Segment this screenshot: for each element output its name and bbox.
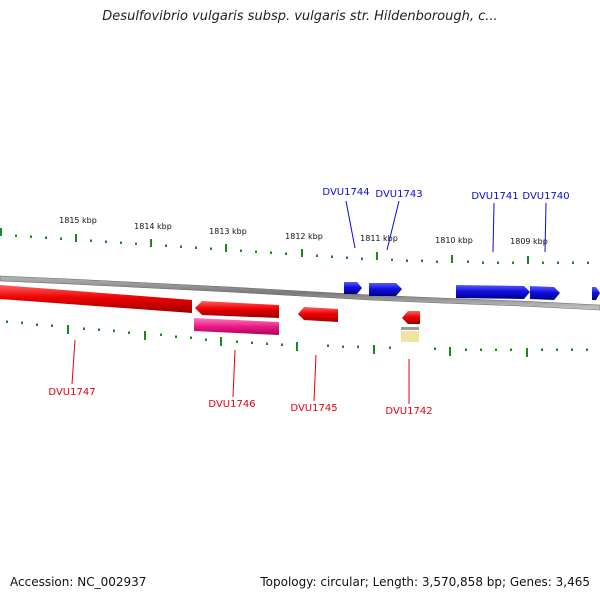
gene-dvu1746-arrow[interactable] [195, 301, 279, 318]
kbp-label: 1812 kbp [285, 232, 323, 241]
lower-scale-ring [6, 320, 588, 357]
gene-label-dvu1742[interactable]: DVU1742 [385, 406, 432, 417]
gene-dvu1744-arrow[interactable] [344, 282, 362, 294]
accession-text: Accession: NC_002937 [10, 575, 147, 589]
kbp-label: 1809 kbp [510, 237, 548, 246]
kbp-label: 1811 kbp [360, 234, 398, 243]
kbp-label: 1810 kbp [435, 236, 473, 245]
gene-dvu1741-arrow[interactable] [456, 285, 530, 299]
upper-major-ticks [0, 228, 529, 264]
misc-feature-grey[interactable] [401, 327, 419, 330]
gene-label-dvu1746[interactable]: DVU1746 [208, 399, 255, 410]
forward-gene-labels[interactable]: DVU1744 DVU1743 DVU1741 DVU1740 [322, 187, 569, 202]
gene-dvu1747-arrow[interactable] [0, 285, 192, 313]
upper-minor-ticks [15, 234, 589, 264]
rna-feature[interactable] [194, 318, 279, 335]
lower-minor-ticks [6, 320, 588, 351]
gene-dvu1743-arrow[interactable] [369, 283, 402, 296]
gene-label-dvu1747[interactable]: DVU1747 [48, 387, 95, 398]
gene-dvu1745-arrow[interactable] [298, 307, 338, 322]
genome-title: Desulfovibrio vulgaris subsp. vulgaris s… [102, 9, 498, 24]
forward-genes[interactable] [344, 282, 600, 300]
gene-label-dvu1741[interactable]: DVU1741 [471, 191, 518, 202]
gene-label-dvu1745[interactable]: DVU1745 [290, 403, 337, 414]
misc-feature-yellow[interactable] [401, 331, 419, 342]
genome-backbone [0, 275, 600, 311]
gene-label-dvu1743[interactable]: DVU1743 [375, 189, 422, 200]
gene-label-dvu1740[interactable]: DVU1740 [522, 191, 569, 202]
kbp-labels: 1815 kbp 1814 kbp 1813 kbp 1812 kbp 1811… [59, 216, 548, 246]
forward-gene-leaders [345, 200, 547, 253]
upper-scale-ring [0, 228, 589, 264]
kbp-label: 1815 kbp [59, 216, 97, 225]
kbp-label: 1813 kbp [209, 227, 247, 236]
reverse-gene-labels[interactable]: DVU1747 DVU1746 DVU1745 DVU1742 [48, 387, 432, 417]
gene-dvu1740-arrow[interactable] [530, 286, 560, 300]
kbp-label: 1814 kbp [134, 222, 172, 231]
genome-summary-text: Topology: circular; Length: 3,570,858 bp… [260, 575, 590, 589]
gene-dvu1742-arrow[interactable] [402, 311, 420, 324]
gene-offscreen-arrow[interactable] [592, 287, 600, 300]
reverse-gene-leaders [71, 339, 410, 404]
reverse-genes[interactable] [0, 285, 420, 324]
lower-major-ticks [67, 325, 528, 357]
gene-label-dvu1744[interactable]: DVU1744 [322, 187, 369, 198]
